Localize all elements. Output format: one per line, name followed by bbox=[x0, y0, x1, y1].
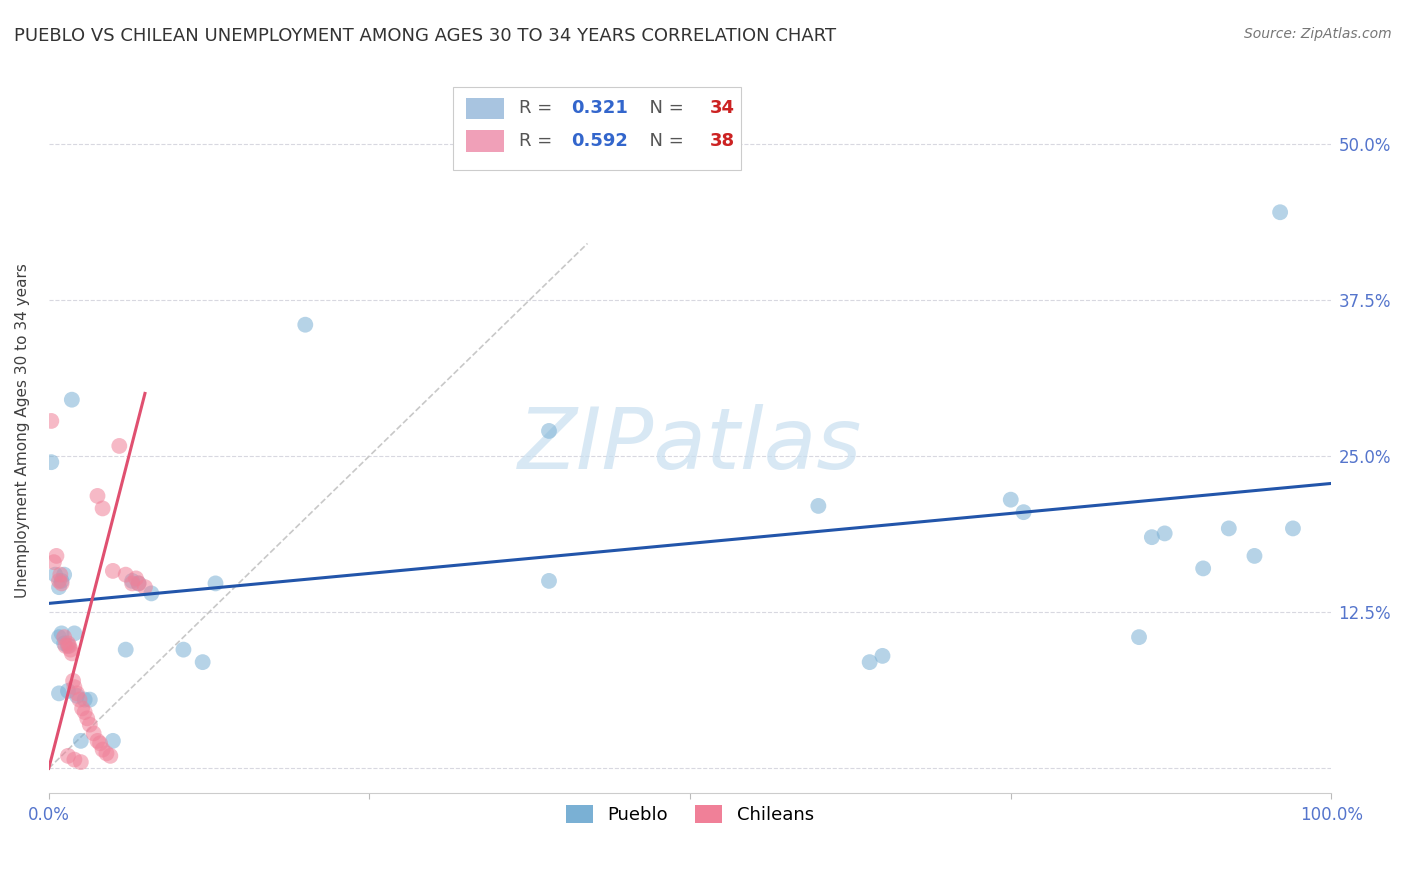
Point bbox=[191, 655, 214, 669]
Point bbox=[1268, 205, 1291, 219]
Text: 34: 34 bbox=[710, 99, 734, 118]
Point bbox=[96, 747, 118, 761]
Point bbox=[44, 567, 66, 582]
Point bbox=[91, 742, 114, 756]
Point bbox=[537, 424, 560, 438]
Legend: Pueblo, Chileans: Pueblo, Chileans bbox=[555, 794, 825, 835]
Point bbox=[1243, 549, 1265, 563]
Point bbox=[48, 686, 70, 700]
Text: PUEBLO VS CHILEAN UNEMPLOYMENT AMONG AGES 30 TO 34 YEARS CORRELATION CHART: PUEBLO VS CHILEAN UNEMPLOYMENT AMONG AGE… bbox=[14, 27, 837, 45]
Point bbox=[58, 639, 80, 653]
Point bbox=[1140, 530, 1163, 544]
Point bbox=[141, 586, 163, 600]
Point bbox=[114, 642, 136, 657]
Point bbox=[69, 692, 91, 706]
Point bbox=[42, 555, 65, 569]
Point bbox=[51, 576, 73, 591]
Point bbox=[56, 684, 79, 698]
Point bbox=[91, 501, 114, 516]
Point bbox=[121, 574, 143, 588]
Point bbox=[60, 392, 83, 407]
Point bbox=[56, 639, 79, 653]
Point bbox=[807, 499, 830, 513]
FancyBboxPatch shape bbox=[465, 130, 505, 152]
Point bbox=[73, 705, 96, 719]
Point bbox=[89, 736, 111, 750]
Point bbox=[1282, 521, 1305, 535]
Point bbox=[83, 726, 105, 740]
Point bbox=[60, 646, 83, 660]
Point bbox=[66, 689, 89, 703]
Point bbox=[48, 580, 70, 594]
Text: Source: ZipAtlas.com: Source: ZipAtlas.com bbox=[1244, 27, 1392, 41]
Point bbox=[108, 439, 131, 453]
Point bbox=[53, 567, 76, 582]
Point bbox=[294, 318, 316, 332]
Point bbox=[48, 630, 70, 644]
Point bbox=[134, 580, 156, 594]
Point bbox=[98, 748, 121, 763]
Point bbox=[70, 701, 93, 715]
Point bbox=[128, 576, 150, 591]
Point bbox=[69, 755, 91, 769]
Point bbox=[53, 630, 76, 644]
Point bbox=[872, 648, 894, 663]
Point bbox=[1128, 630, 1150, 644]
Point bbox=[69, 734, 91, 748]
Point bbox=[859, 655, 882, 669]
Text: 38: 38 bbox=[710, 132, 734, 150]
Text: 0.592: 0.592 bbox=[571, 132, 627, 150]
Point bbox=[121, 576, 143, 591]
Point bbox=[1218, 521, 1240, 535]
Point bbox=[45, 549, 67, 563]
Text: N =: N = bbox=[637, 99, 689, 118]
Point bbox=[39, 455, 62, 469]
Point bbox=[63, 753, 86, 767]
Point bbox=[1153, 526, 1175, 541]
Point bbox=[79, 692, 101, 706]
Point bbox=[101, 734, 124, 748]
Point bbox=[101, 564, 124, 578]
Point bbox=[1000, 492, 1022, 507]
Text: 0.321: 0.321 bbox=[571, 99, 627, 118]
Point bbox=[63, 680, 86, 694]
Point bbox=[1192, 561, 1215, 575]
Y-axis label: Unemployment Among Ages 30 to 34 years: Unemployment Among Ages 30 to 34 years bbox=[15, 263, 30, 599]
Point bbox=[1012, 505, 1035, 519]
Point bbox=[63, 626, 86, 640]
Point bbox=[172, 642, 194, 657]
Point bbox=[39, 414, 62, 428]
Point bbox=[125, 571, 148, 585]
Point bbox=[537, 574, 560, 588]
Point bbox=[128, 576, 150, 591]
Point bbox=[49, 567, 72, 582]
Point bbox=[56, 636, 79, 650]
Point bbox=[51, 626, 73, 640]
Point bbox=[62, 673, 84, 688]
Text: R =: R = bbox=[519, 132, 558, 150]
Point bbox=[86, 489, 108, 503]
Point bbox=[204, 576, 226, 591]
Point bbox=[59, 642, 82, 657]
Point bbox=[55, 639, 77, 653]
Point bbox=[53, 636, 76, 650]
Point bbox=[73, 692, 96, 706]
Point bbox=[114, 567, 136, 582]
Point bbox=[66, 686, 89, 700]
Text: R =: R = bbox=[519, 99, 558, 118]
Point bbox=[48, 574, 70, 588]
Point bbox=[76, 711, 98, 725]
Text: N =: N = bbox=[637, 132, 689, 150]
FancyBboxPatch shape bbox=[453, 87, 741, 170]
Point bbox=[86, 734, 108, 748]
Point bbox=[51, 574, 73, 588]
Point bbox=[79, 717, 101, 731]
Text: ZIPatlas: ZIPatlas bbox=[517, 404, 862, 487]
Point bbox=[56, 748, 79, 763]
FancyBboxPatch shape bbox=[465, 97, 505, 120]
